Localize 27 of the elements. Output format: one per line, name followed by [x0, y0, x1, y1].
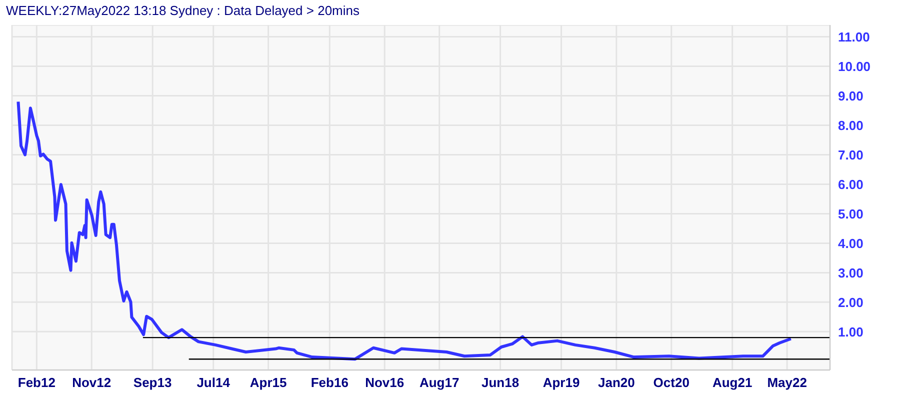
x-tick-label: Jan20 [598, 375, 635, 390]
y-tick-label: 3.00 [838, 265, 864, 280]
y-tick-label: 9.00 [838, 88, 864, 104]
y-tick-label: 2.00 [838, 294, 864, 310]
x-tick-label: Aug21 [712, 375, 752, 390]
x-tick-label: Feb16 [310, 375, 348, 390]
y-tick-label: 8.00 [838, 118, 864, 133]
x-tick-label: Aug17 [419, 375, 460, 390]
x-tick-label: Apr15 [250, 375, 287, 390]
x-tick-label: Sep13 [133, 375, 172, 390]
x-tick-label: Oct20 [653, 375, 690, 390]
x-tick-label: Feb12 [18, 375, 56, 390]
y-tick-label: 6.00 [838, 176, 864, 192]
x-tick-label: Nov16 [365, 375, 404, 390]
x-tick-label: Nov12 [72, 375, 112, 390]
line-series [16, 100, 792, 361]
x-tick-label: May22 [767, 375, 807, 390]
y-tick-label: 10.00 [838, 58, 871, 74]
x-tick-label: Jul14 [196, 375, 231, 390]
chart-title: WEEKLY:27May2022 13:18 Sydney : Data Delayed > 20mins [6, 3, 360, 18]
y-tick-label: 5.00 [838, 206, 864, 222]
y-tick-label: 11.00 [838, 29, 870, 44]
x-tick-label: Jun18 [482, 375, 520, 390]
y-tick-label: 4.00 [838, 236, 864, 251]
y-tick-label: 7.00 [838, 147, 864, 162]
x-tick-label: Apr19 [542, 375, 580, 390]
y-tick-label: 1.00 [838, 324, 864, 340]
